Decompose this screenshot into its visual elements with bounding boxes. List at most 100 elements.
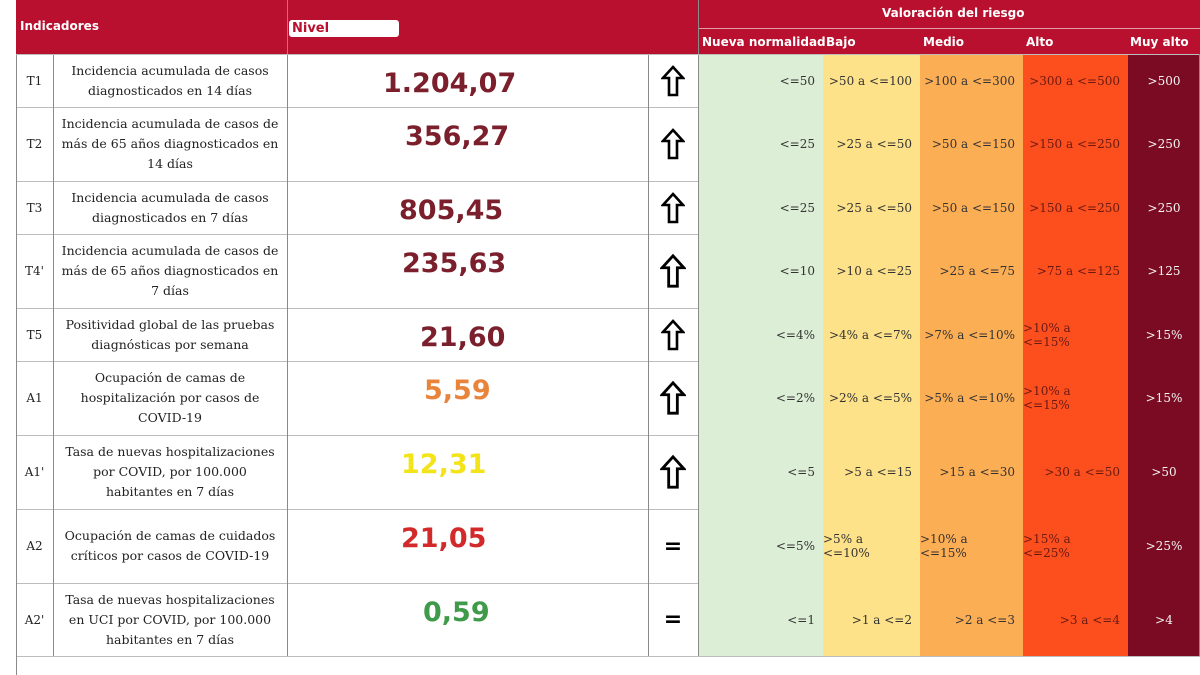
range-cell-bg [1128,509,1200,583]
trend-up-arrow-icon [648,234,698,308]
trend-equal-text: = [663,533,683,559]
indicator-value: 5,59 [424,375,491,406]
row-divider [16,361,1200,362]
trend-up-arrow-icon [648,107,698,181]
range-medio: >7% a <=10% [924,327,1015,342]
range-bajo: >25 a <=50 [836,137,913,151]
range-muy-alto: >50 [1151,465,1177,479]
column-divider [648,54,649,656]
indicator-description: Incidencia acumulada de casos de más de … [61,243,279,298]
range-medio: >10% a <=15% [920,532,968,560]
range-muy-alto: >25% [1145,539,1183,553]
range-cell-bg [920,181,1023,234]
range-bajo: >10 a <=25 [836,264,913,278]
range-cell-bg [1023,361,1128,435]
range-alto: >30 a <=50 [1044,465,1121,479]
indicator-code: T1 [26,73,43,88]
range-bajo: >25 a <=50 [836,200,913,215]
header-divider [698,28,1200,29]
range-muy-alto: >15% [1145,391,1183,405]
range-bajo: >50 a <=100 [828,73,912,88]
header-level-0: Nueva normalidad [702,35,826,49]
range-cell-bg [1023,54,1128,107]
indicator-code: A2 [26,539,43,553]
range-medio: >5% a <=10% [924,391,1015,405]
trend-up-arrow-icon [648,308,698,361]
indicator-code: T2 [26,137,43,151]
header-level-1: Bajo [826,35,856,49]
range-medio: >50 a <=150 [931,200,1015,215]
range-alto: >15% a <=25% [1023,532,1071,560]
indicator-value: 805,45 [399,195,504,226]
indicator-value: 1.204,07 [383,68,517,99]
range-cell-bg [698,54,823,107]
range-cell-bg [920,308,1023,361]
range-cell-bg [1128,54,1200,107]
range-medio: >50 a <=150 [931,137,1015,151]
indicator-value: 0,59 [423,597,490,628]
bottom-left-edge [16,656,17,675]
row-divider [16,234,1200,235]
header-valoracion: Valoración del riesgo [882,6,1025,20]
row-divider [16,181,1200,182]
range-alto: >10% a <=15% [1023,384,1071,412]
header-indicadores: Indicadores [20,19,99,33]
range-cell-bg [920,435,1023,509]
header-level-3: Alto [1026,35,1054,49]
indicator-description: Ocupación de camas de cuidados críticos … [64,528,276,563]
range-cell-bg [823,583,920,656]
header-level-4: Muy alto [1130,35,1189,49]
trend-up-arrow-icon [648,54,698,107]
range-cell-bg [1128,435,1200,509]
indicator-description: Incidencia acumulada de casos diagnostic… [71,189,269,225]
range-cell-bg [1023,234,1128,308]
range-cell-bg [1128,583,1200,656]
range-nueva-normalidad: <=4% [775,327,815,342]
indicator-description: Tasa de nuevas hospitalizaciones por COV… [65,444,275,499]
header-nivel: Nivel [292,21,330,36]
indicator-description: Positividad global de las pruebas diagnó… [65,316,275,352]
range-nueva-normalidad: <=5 [787,465,815,479]
column-divider [698,0,699,656]
range-cell-bg [1128,107,1200,181]
range-medio: >25 a <=75 [939,264,1016,278]
range-bajo: >4% a <=7% [828,327,912,342]
nivel-label-box [289,20,399,37]
range-alto: >150 a <=250 [1029,200,1120,215]
column-divider [16,54,17,656]
trend-up-arrow-icon [648,181,698,234]
trend-equal-icon: = [648,509,698,583]
range-cell-bg [1023,509,1128,583]
range-cell-bg [1128,181,1200,234]
range-cell-bg [698,107,823,181]
indicator-description: Incidencia acumulada de casos de más de … [61,116,279,171]
range-bajo: >2% a <=5% [828,391,912,405]
row-divider [16,583,1200,584]
row-divider [16,435,1200,436]
range-nueva-normalidad: <=5% [775,539,815,553]
range-cell-bg [1023,435,1128,509]
range-bajo: >1 a <=2 [851,612,912,627]
indicator-value: 356,27 [405,121,510,152]
range-nueva-normalidad: <=25 [779,137,815,151]
range-cell-bg [823,234,920,308]
range-cell-bg [823,54,920,107]
indicator-value: 21,60 [420,322,506,353]
indicator-code: A1 [26,391,43,405]
range-cell-bg [823,107,920,181]
range-cell-bg [823,181,920,234]
indicator-code: A1' [24,465,45,479]
trend-up-arrow-icon [648,435,698,509]
indicator-value: 12,31 [401,449,487,480]
range-nueva-normalidad: <=1 [787,612,815,627]
column-divider [53,54,54,656]
range-medio: >2 a <=3 [954,612,1015,627]
trend-up-arrow-icon [648,361,698,435]
range-bajo: >5% a <=10% [823,532,870,560]
range-cell-bg [823,435,920,509]
range-alto: >75 a <=125 [1036,264,1120,278]
range-cell-bg [1023,107,1128,181]
range-medio: >100 a <=300 [924,73,1015,88]
range-cell-bg [1023,583,1128,656]
row-divider [16,308,1200,309]
